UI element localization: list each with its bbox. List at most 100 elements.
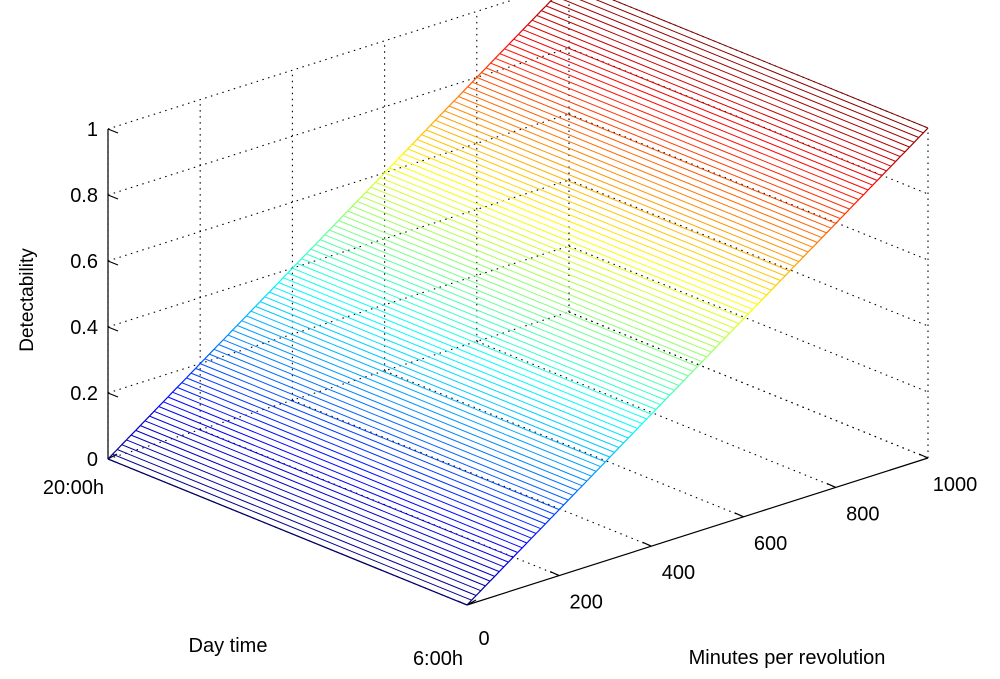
surface-edge bbox=[830, 222, 837, 229]
surface-edge bbox=[494, 571, 500, 577]
surface-edge bbox=[567, 494, 574, 501]
surface-mesh-line bbox=[370, 186, 730, 334]
surface-mesh-line bbox=[472, 81, 832, 229]
surface-edge bbox=[858, 194, 864, 201]
surface-mesh-line bbox=[283, 277, 643, 425]
surface-edge bbox=[655, 404, 662, 410]
surface-edge bbox=[558, 504, 565, 511]
surface-edge bbox=[766, 289, 772, 296]
surface-edge bbox=[867, 184, 874, 191]
surface-edge bbox=[904, 146, 911, 153]
surface-edge bbox=[467, 81, 473, 88]
surface-edge bbox=[826, 227, 832, 234]
surface-mesh-line bbox=[121, 444, 481, 592]
surface-edge bbox=[531, 533, 537, 539]
surface-edge bbox=[775, 280, 781, 286]
grid-line-x-floor bbox=[384, 370, 744, 518]
surface-mesh-line bbox=[416, 138, 777, 286]
surface-mesh-line bbox=[342, 215, 703, 363]
x-tick-mark bbox=[642, 541, 652, 547]
surface-edge bbox=[250, 305, 256, 312]
surface-mesh-line bbox=[107, 458, 468, 606]
surface-edge bbox=[886, 165, 892, 172]
surface-edge bbox=[259, 296, 266, 303]
surface-edge bbox=[669, 389, 675, 396]
surface-edge bbox=[190, 367, 197, 374]
surface-edge bbox=[517, 29, 524, 35]
surface-edge bbox=[641, 418, 648, 425]
y-tick-label: 20:00h bbox=[43, 477, 104, 499]
surface-edge bbox=[650, 408, 657, 415]
surface-mesh-line bbox=[430, 124, 790, 272]
surface-edge bbox=[913, 137, 920, 143]
surface-edge bbox=[807, 246, 814, 253]
surface-edge bbox=[853, 199, 860, 205]
surface-edge bbox=[577, 485, 583, 491]
surface-mesh-line bbox=[490, 62, 850, 210]
surface-edge bbox=[504, 43, 510, 50]
surface-edge bbox=[139, 420, 146, 427]
surface-mesh-line bbox=[204, 358, 564, 506]
surface-edge bbox=[144, 415, 150, 422]
surface-edge bbox=[162, 396, 169, 403]
surface-edge bbox=[185, 372, 192, 379]
surface-edge bbox=[351, 200, 358, 207]
surface-mesh-line bbox=[287, 272, 647, 420]
surface-edge bbox=[499, 48, 505, 55]
surface-mesh-line bbox=[301, 258, 661, 406]
surface-mesh-line bbox=[513, 38, 873, 186]
surface-edge bbox=[328, 224, 335, 231]
surface-edge bbox=[793, 261, 800, 267]
surface-mesh-line bbox=[163, 401, 523, 549]
surface-mesh-line bbox=[167, 396, 528, 544]
surface-mesh-line bbox=[144, 420, 505, 568]
x-tick-label: 0 bbox=[478, 628, 489, 650]
surface-mesh-line bbox=[550, 0, 910, 148]
surface-edge bbox=[457, 91, 464, 97]
grid-line-z-right bbox=[568, 179, 929, 327]
surface-mesh-line bbox=[200, 363, 560, 511]
surface-mesh-line bbox=[259, 301, 620, 449]
surface-mesh-line bbox=[366, 191, 726, 339]
surface-mesh-line bbox=[352, 205, 712, 353]
z-axis-label: Detectability bbox=[17, 248, 38, 352]
surface-mesh-line bbox=[153, 410, 514, 558]
surface-edge bbox=[480, 585, 486, 592]
surface-edge bbox=[798, 256, 804, 263]
surface-edge bbox=[895, 156, 901, 162]
surface-edge bbox=[475, 590, 482, 596]
surface-edge bbox=[803, 251, 809, 258]
surface-mesh-line bbox=[130, 434, 491, 582]
surface-edge bbox=[453, 96, 459, 102]
surface-mesh-line bbox=[236, 324, 597, 472]
surface-edge bbox=[176, 382, 183, 388]
surface-edge bbox=[876, 175, 883, 181]
z-tick-label: 0.6 bbox=[70, 251, 98, 273]
surface-edge bbox=[273, 282, 280, 288]
surface-edge bbox=[296, 258, 303, 264]
surface-edge bbox=[789, 265, 795, 272]
surface-edge bbox=[130, 429, 137, 436]
surface-edge bbox=[125, 434, 132, 441]
surface-edge bbox=[245, 310, 252, 317]
surface-edge bbox=[213, 344, 220, 350]
surface-mesh-line bbox=[504, 48, 864, 196]
surface-edge bbox=[370, 181, 376, 188]
surface-edge bbox=[444, 105, 450, 112]
surface-mesh-line bbox=[278, 282, 638, 429]
surface-mesh-line bbox=[117, 449, 477, 596]
z-tick-label: 0.8 bbox=[70, 185, 98, 207]
surface-mesh-line bbox=[545, 5, 906, 153]
surface-mesh-line bbox=[518, 34, 878, 181]
surface-mesh-line bbox=[476, 76, 836, 224]
surface-edge bbox=[536, 10, 542, 16]
surface-edge bbox=[489, 575, 496, 582]
x-tick-label: 800 bbox=[846, 503, 879, 525]
surface-edge bbox=[361, 191, 367, 198]
z-tick-mark bbox=[107, 326, 119, 332]
y-axis-label: Day time bbox=[189, 635, 268, 657]
surface-edge bbox=[484, 580, 491, 587]
surface-edge bbox=[430, 119, 436, 126]
surface-edge bbox=[738, 318, 745, 325]
surface-edge bbox=[384, 167, 390, 174]
